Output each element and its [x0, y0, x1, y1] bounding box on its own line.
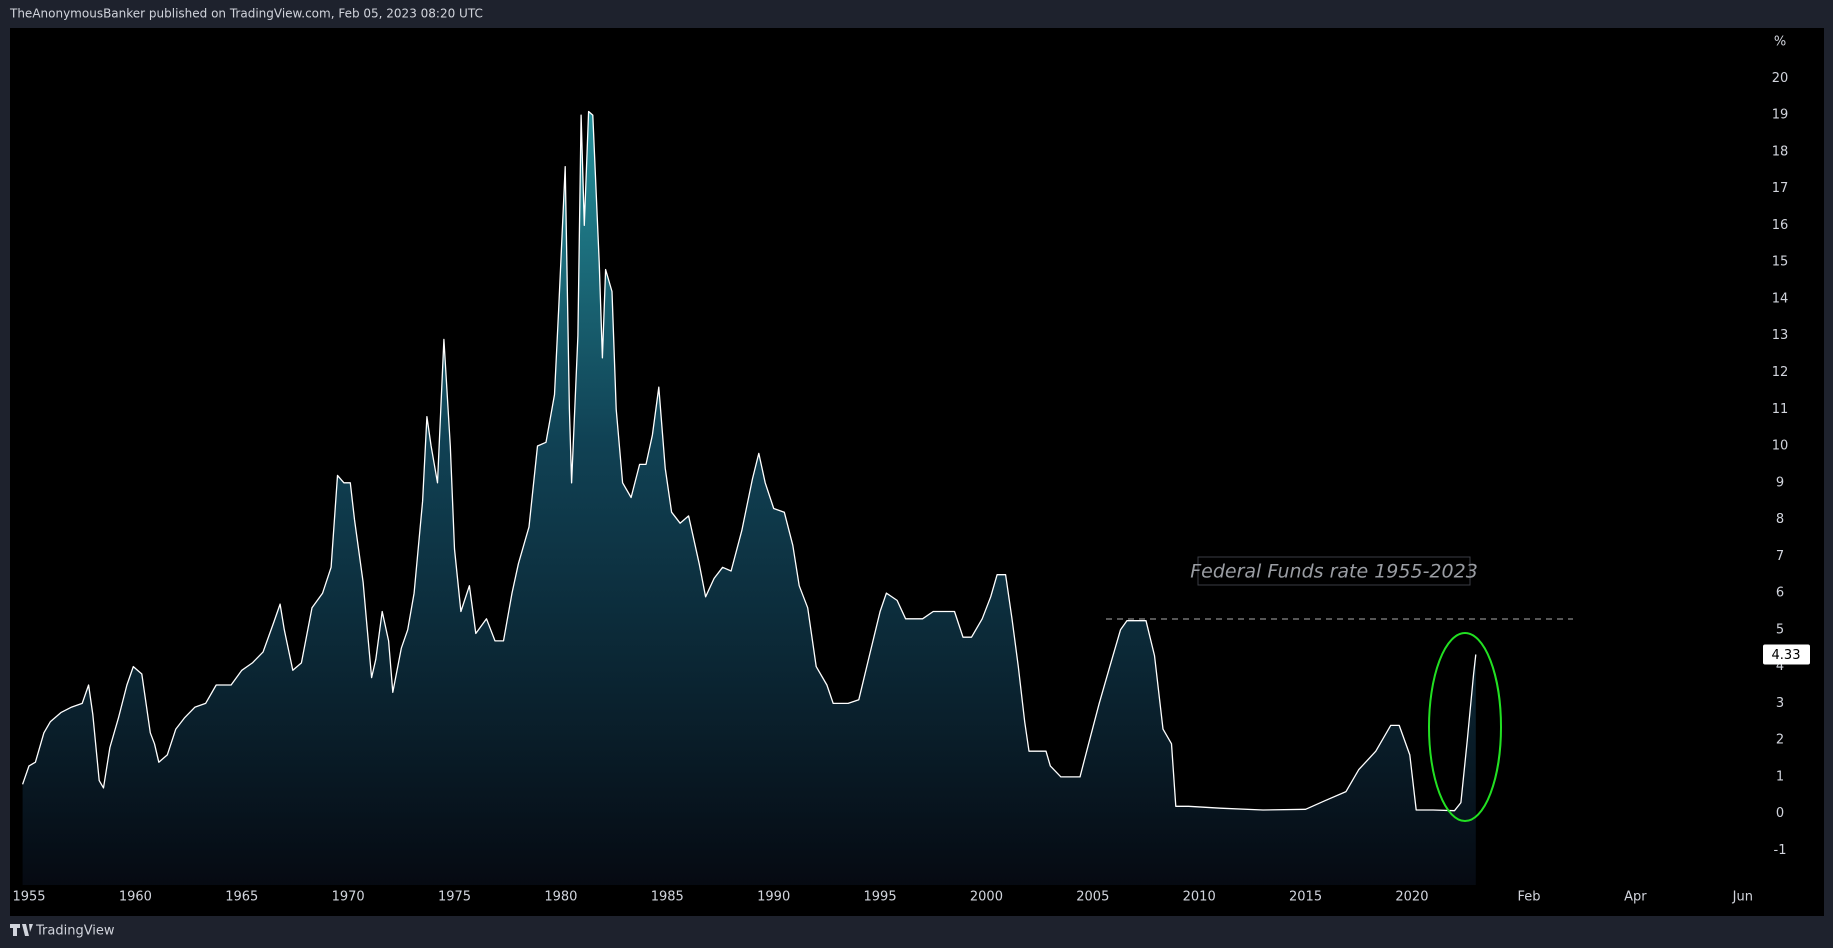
- y-tick-label: 7: [1776, 549, 1784, 564]
- header: TheAnonymousBanker published on TradingV…: [9, 7, 483, 21]
- x-tick-label: 1995: [864, 890, 897, 905]
- y-tick-label: 17: [1772, 181, 1789, 196]
- y-tick-label: 8: [1776, 512, 1784, 527]
- y-tick-label: 15: [1772, 255, 1789, 270]
- x-tick-label: 1960: [119, 890, 152, 905]
- annotation: Federal Funds rate 1955-2023: [1190, 561, 1478, 583]
- x-tick-label: 1975: [438, 890, 471, 905]
- last-value-box: [1763, 644, 1810, 665]
- y-tick-label: -1: [1774, 843, 1787, 858]
- y-tick-label: 10: [1772, 439, 1789, 454]
- y-tick-label: 19: [1772, 108, 1789, 123]
- x-tick-label: Apr: [1624, 890, 1647, 905]
- area-fill: [22, 111, 1476, 885]
- y-tick-label: 2: [1776, 733, 1784, 748]
- footer-logo: [10, 924, 33, 936]
- y-unit: %: [1774, 35, 1786, 50]
- x-tick-label: 1955: [12, 890, 45, 905]
- highlight-ellipse: [1428, 632, 1502, 822]
- y-tick-label: 12: [1772, 365, 1789, 380]
- x-tick-label: 2020: [1395, 890, 1428, 905]
- y-tick-label: 18: [1772, 144, 1789, 159]
- y-tick-label: 16: [1772, 218, 1789, 233]
- x-tick-label: 1990: [757, 890, 790, 905]
- x-tick-label: 1980: [544, 890, 577, 905]
- x-tick-label: 1965: [225, 890, 258, 905]
- line: [21, 110, 1477, 812]
- y-tick-label: 4: [1776, 659, 1784, 674]
- plot-area: [21, 110, 1477, 885]
- footer: TradingView: [35, 924, 115, 939]
- x-tick-label: Feb: [1517, 890, 1540, 905]
- y-tick-label: 6: [1776, 586, 1784, 601]
- y-tick-label: 14: [1772, 291, 1789, 306]
- y-tick-label: 1: [1776, 769, 1784, 784]
- y-tick-label: 20: [1772, 71, 1789, 86]
- y-tick-label: 3: [1776, 696, 1784, 711]
- annotation-box: [1197, 556, 1471, 586]
- x-tick-label: 1970: [332, 890, 365, 905]
- x-tick-label: 1985: [651, 890, 684, 905]
- y-tick-label: 0: [1776, 806, 1784, 821]
- x-tick-label: 2010: [1183, 890, 1216, 905]
- x-tick-label: Jun: [1732, 890, 1753, 905]
- y-tick-label: 9: [1776, 475, 1784, 490]
- y-tick-label: 11: [1772, 402, 1789, 417]
- last-value-label: 4.33: [1772, 648, 1801, 663]
- y-tick-label: 5: [1776, 622, 1784, 637]
- x-tick-label: 2015: [1289, 890, 1322, 905]
- x-tick-label: 2005: [1076, 890, 1109, 905]
- y-tick-label: 13: [1772, 328, 1789, 343]
- x-tick-label: 2000: [970, 890, 1003, 905]
